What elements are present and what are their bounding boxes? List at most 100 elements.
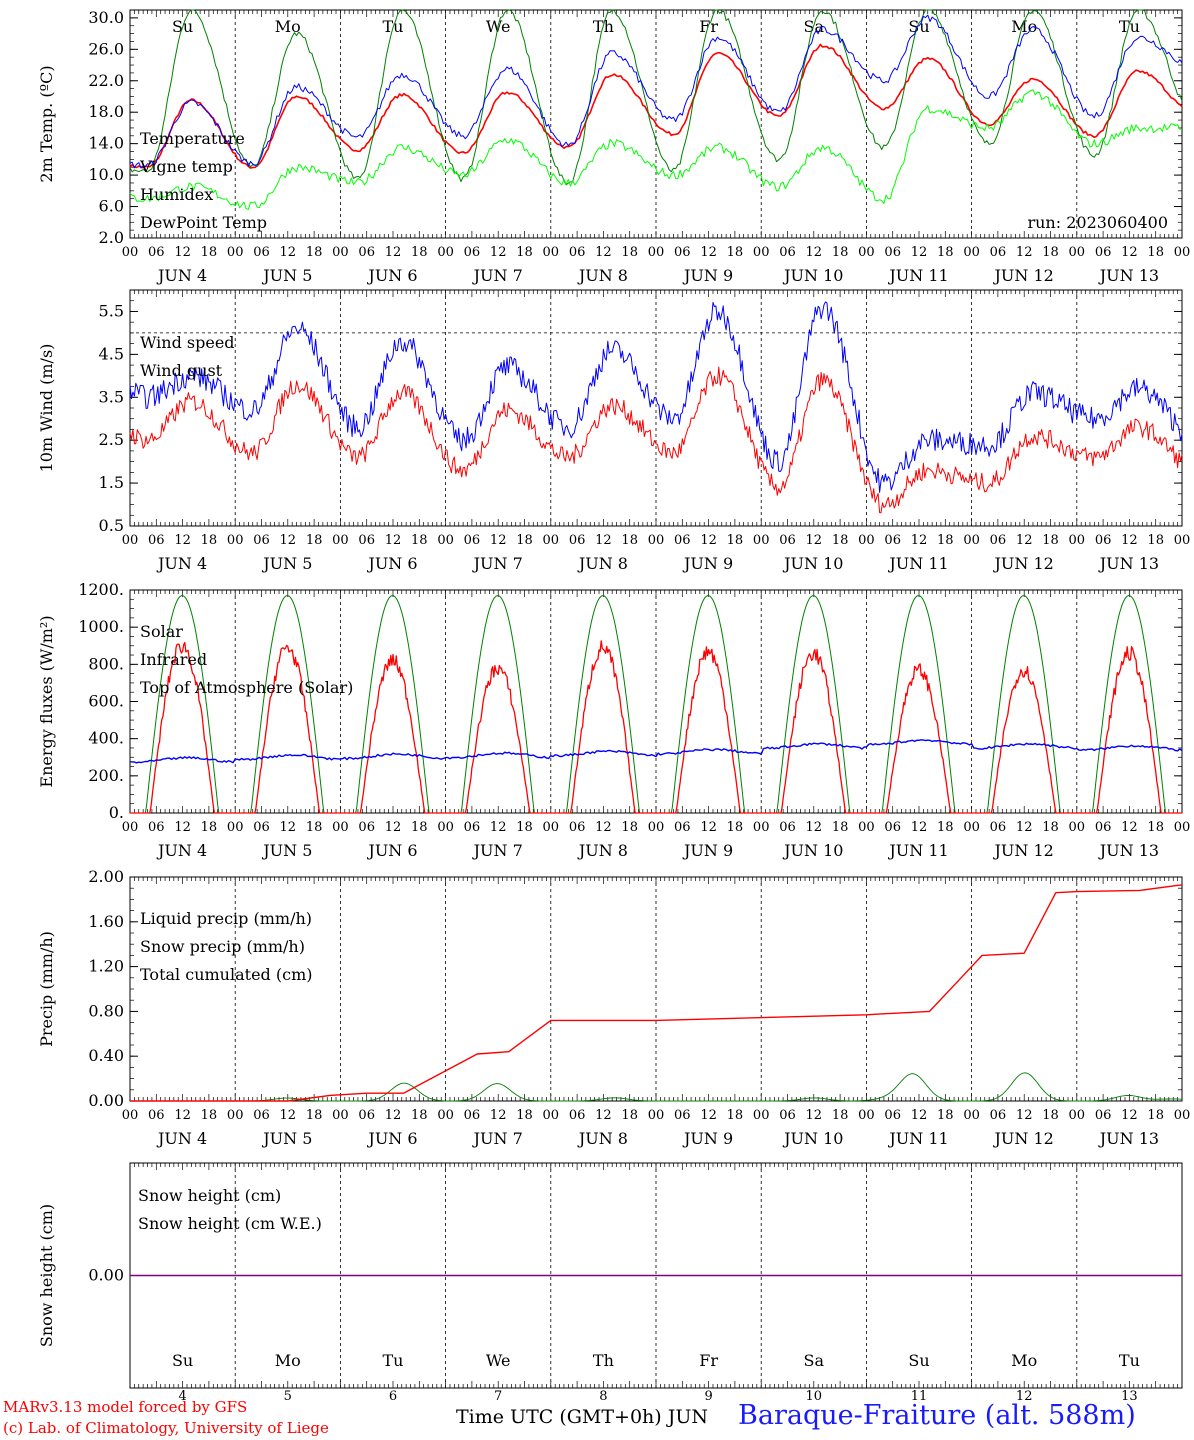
hour-tick-label: 00: [543, 245, 560, 260]
legend-entry: Temperature: [140, 129, 245, 148]
hour-tick-label: 12: [1121, 533, 1138, 548]
date-tick-label: JUN 11: [887, 266, 948, 285]
hour-tick-label: 00: [1069, 1108, 1086, 1123]
day-number-label: 4: [178, 1389, 186, 1404]
hour-tick-label: 00: [1069, 245, 1086, 260]
date-tick-label: JUN 12: [993, 841, 1054, 860]
y-tick-label: 2.0: [99, 228, 124, 247]
hour-tick-label: 12: [806, 533, 823, 548]
hour-tick-label: 18: [621, 820, 638, 835]
date-tick-label: JUN 9: [682, 841, 733, 860]
hour-tick-label: 00: [543, 1108, 560, 1123]
y-tick-label: 1.5: [99, 473, 124, 492]
dow-label: Th: [593, 1351, 614, 1370]
hour-tick-label: 00: [437, 1108, 454, 1123]
hour-tick-label: 00: [227, 820, 244, 835]
date-tick-label: JUN 6: [366, 554, 417, 573]
hour-tick-label: 00: [543, 820, 560, 835]
hour-tick-label: 00: [227, 245, 244, 260]
hour-tick-label: 12: [490, 820, 507, 835]
hour-tick-label: 18: [411, 533, 428, 548]
date-tick-label: JUN 9: [682, 1129, 733, 1148]
hour-tick-label: 18: [1042, 533, 1059, 548]
hour-tick-label: 12: [700, 533, 717, 548]
date-tick-label: JUN 7: [472, 1129, 523, 1148]
y-tick-label: 6.0: [99, 197, 124, 216]
dow-label: Tu: [1119, 17, 1140, 36]
y-tick-label: 200.: [88, 766, 124, 785]
day-number-label: 13: [1121, 1389, 1138, 1404]
date-tick-label: JUN 10: [782, 554, 843, 573]
hour-tick-label: 06: [674, 820, 691, 835]
dow-label: Sa: [804, 1351, 825, 1370]
hour-tick-label: 18: [621, 245, 638, 260]
hour-tick-label: 18: [727, 245, 744, 260]
hour-tick-label: 18: [621, 533, 638, 548]
energy-panel: 0. 200. 400. 600. 800. 1000. 1200. Energy fluxe…: [37, 580, 1190, 860]
dow-label: Tu: [1119, 1351, 1140, 1370]
day-number-label: 5: [284, 1389, 292, 1404]
date-tick-label: JUN 13: [1098, 266, 1159, 285]
y-tick-label: 400.: [88, 729, 124, 748]
y-tick-label: 0.: [109, 803, 124, 822]
hour-tick-label: 12: [1016, 245, 1033, 260]
y-tick-label: 3.5: [99, 387, 124, 406]
legend-entry: Infrared: [140, 650, 207, 669]
y-tick-label: 26.0: [88, 39, 124, 58]
hour-tick-label: 00: [858, 820, 875, 835]
hour-tick-label: 06: [1095, 820, 1112, 835]
hour-tick-label: 06: [884, 1108, 901, 1123]
hour-tick-label: 12: [174, 820, 191, 835]
dow-label: Mo: [275, 1351, 301, 1370]
day-number-label: 9: [704, 1389, 712, 1404]
hour-tick-label: 18: [832, 245, 849, 260]
temperature-panel: 2.0 6.0 10.0 14.0 18.0 22.0 26.0 30.0 2m Temp. (…: [37, 8, 1190, 285]
day-number-label: 11: [911, 1389, 928, 1404]
hour-tick-label: 18: [1042, 245, 1059, 260]
hour-tick-label: 12: [1121, 245, 1138, 260]
date-tick-label: JUN 12: [993, 554, 1054, 573]
hour-tick-label: 12: [280, 533, 297, 548]
hour-tick-label: 00: [1174, 245, 1191, 260]
hour-tick-label: 12: [490, 245, 507, 260]
dow-label: Mo: [275, 17, 301, 36]
plot-frame: [129, 589, 1183, 814]
hour-tick-label: 18: [727, 820, 744, 835]
hour-tick-label: 00: [437, 533, 454, 548]
hour-tick-label: 12: [1016, 533, 1033, 548]
hour-tick-label: 12: [700, 1108, 717, 1123]
hour-tick-label: 12: [385, 820, 402, 835]
hour-tick-label: 12: [174, 245, 191, 260]
y-tick-label: 10.0: [88, 165, 124, 184]
date-tick-label: JUN 13: [1098, 841, 1159, 860]
y-tick-label: 0.5: [99, 516, 124, 535]
hour-tick-label: 00: [1069, 533, 1086, 548]
series-line-solar: [130, 640, 1182, 814]
hour-tick-label: 06: [148, 245, 165, 260]
y-tick-label: 2.00: [88, 867, 124, 886]
hour-tick-label: 18: [306, 245, 323, 260]
hour-tick-label: 06: [358, 533, 375, 548]
hour-tick-label: 12: [595, 1108, 612, 1123]
hour-tick-label: 00: [648, 533, 665, 548]
hour-tick-label: 00: [648, 1108, 665, 1123]
hour-tick-label: 18: [201, 820, 218, 835]
hour-tick-label: 06: [464, 820, 481, 835]
hour-tick-label: 12: [1016, 1108, 1033, 1123]
hour-tick-label: 00: [753, 820, 770, 835]
hour-tick-label: 06: [990, 1108, 1007, 1123]
hour-tick-label: 12: [806, 820, 823, 835]
dow-label: Su: [908, 1351, 929, 1370]
hour-tick-label: 06: [569, 1108, 586, 1123]
y-tick-label: 18.0: [88, 102, 124, 121]
y-tick-label: 1.20: [88, 957, 124, 976]
hour-tick-label: 00: [227, 533, 244, 548]
hour-tick-label: 12: [1121, 820, 1138, 835]
hour-tick-label: 18: [201, 245, 218, 260]
hour-tick-label: 06: [569, 820, 586, 835]
y-tick-label: 0.80: [88, 1001, 124, 1020]
date-tick-label: JUN 10: [782, 841, 843, 860]
dow-label: Mo: [1011, 17, 1037, 36]
date-tick-label: JUN 7: [472, 554, 523, 573]
hour-tick-label: 12: [385, 245, 402, 260]
